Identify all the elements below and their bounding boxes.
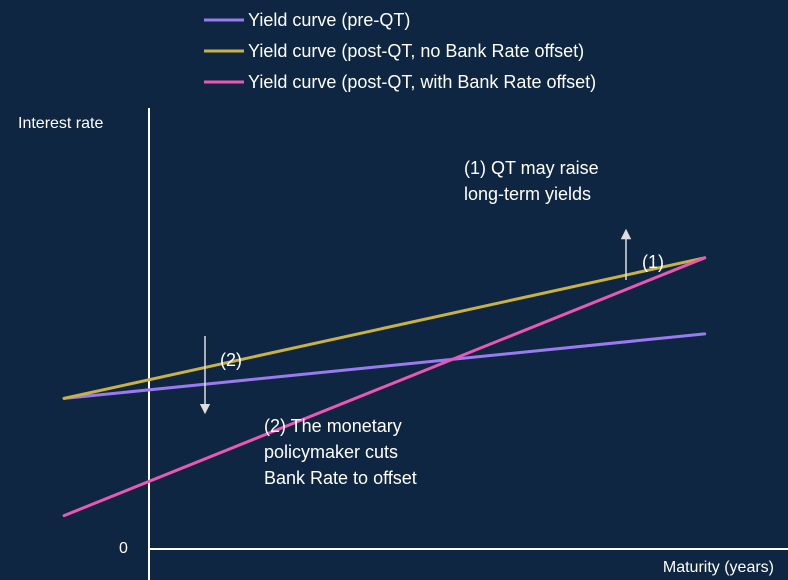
legend-item-post-qt-no-offset: Yield curve (post-QT, no Bank Rate offse… xyxy=(204,41,584,61)
annotation-2-line-3: Bank Rate to offset xyxy=(264,468,417,488)
series-lines xyxy=(62,256,707,518)
legend-label-post-qt-with-offset: Yield curve (post-QT, with Bank Rate off… xyxy=(248,72,596,92)
legend-item-pre-qt: Yield curve (pre-QT) xyxy=(204,10,410,30)
legend-label-post-qt-no-offset: Yield curve (post-QT, no Bank Rate offse… xyxy=(248,41,584,61)
annotation-2-line-1: (2) The monetary xyxy=(264,416,402,436)
legend-item-post-qt-with-offset: Yield curve (post-QT, with Bank Rate off… xyxy=(204,72,596,92)
legend: Yield curve (pre-QT) Yield curve (post-Q… xyxy=(204,10,596,92)
annotation-1-line-1: (1) QT may raise xyxy=(464,158,599,178)
x-axis-label: Maturity (years) xyxy=(663,559,774,576)
annotation-1-line-2: long-term yields xyxy=(464,184,591,204)
annotations: (1) (1) QT may raise long-term yields (2… xyxy=(199,158,664,488)
series-line-post-qt-with-offset xyxy=(62,256,707,518)
arrow-1-label: (1) xyxy=(642,252,664,272)
series-line-pre-qt xyxy=(62,332,707,400)
axes: Interest rate 0 Maturity (years) xyxy=(18,108,788,580)
annotation-2-line-2: policymaker cuts xyxy=(264,442,398,462)
arrow-2-label: (2) xyxy=(220,350,242,370)
legend-label-pre-qt: Yield curve (pre-QT) xyxy=(248,10,410,30)
y-axis-label: Interest rate xyxy=(18,115,103,132)
y-zero-label: 0 xyxy=(119,540,128,557)
series-line-post-qt-no-offset xyxy=(62,256,707,400)
